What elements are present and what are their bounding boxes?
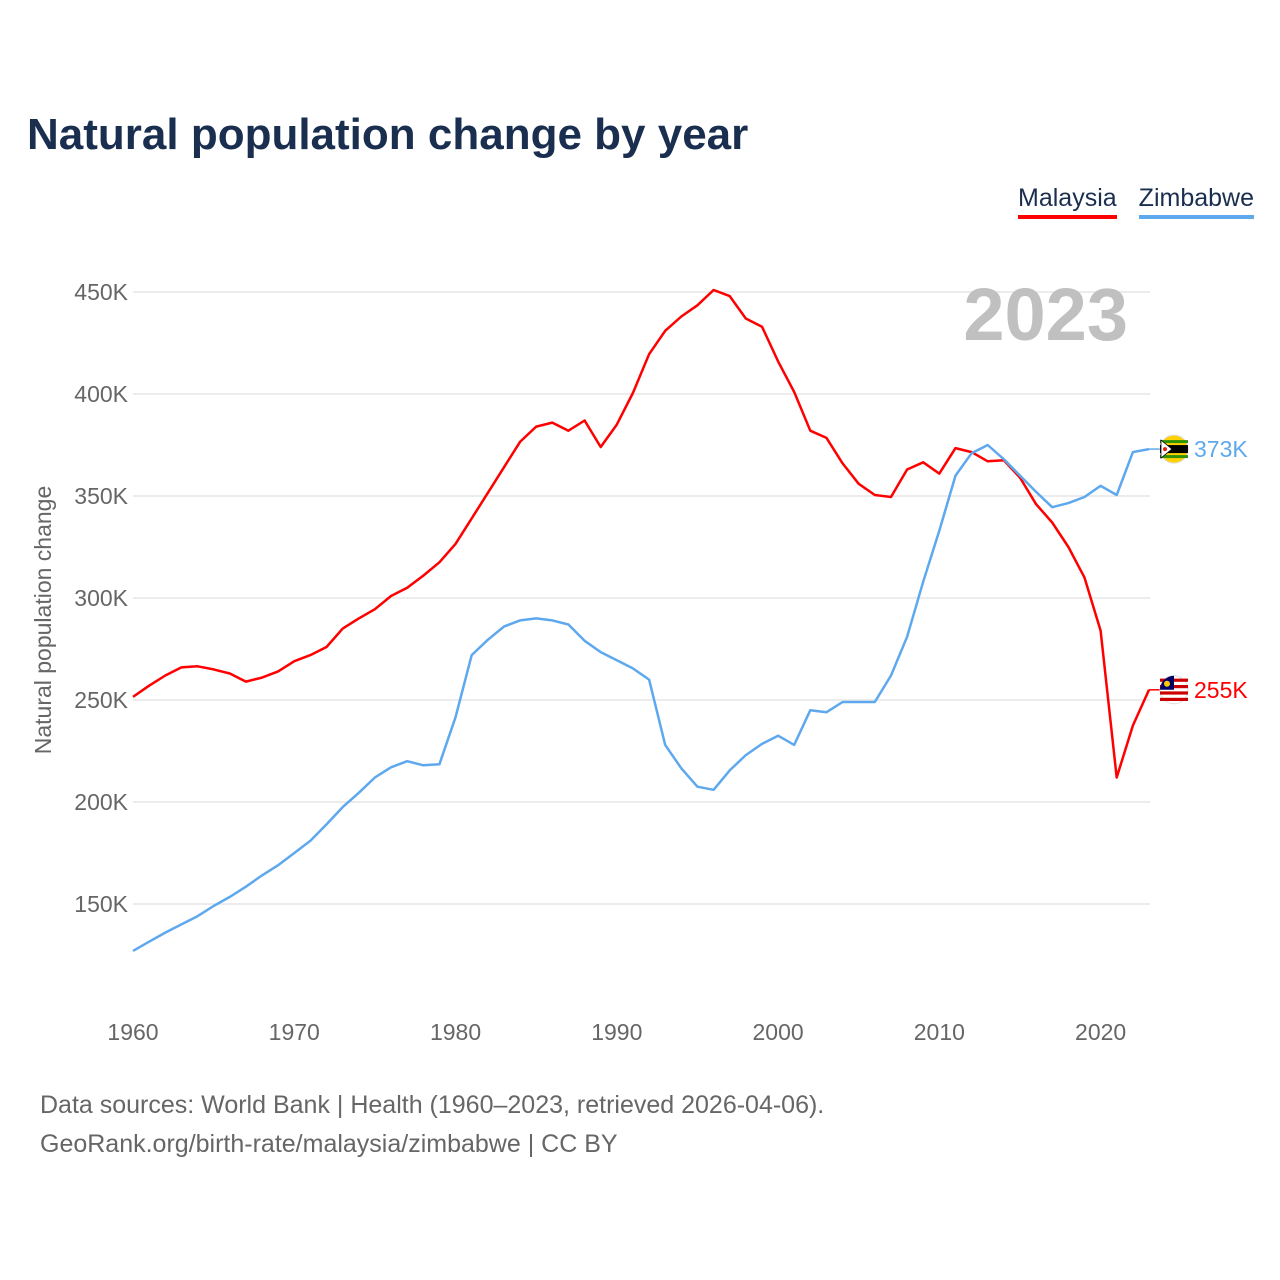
- y-tick-label: 450K: [74, 279, 128, 305]
- x-tick-label: 1990: [591, 1019, 642, 1045]
- y-tick-label: 350K: [74, 483, 128, 509]
- series-line-malaysia[interactable]: [132, 288, 1151, 779]
- x-tick-label: 1960: [107, 1019, 158, 1045]
- legend: Malaysia Zimbabwe: [1018, 184, 1254, 219]
- y-tick-label: 200K: [74, 789, 128, 815]
- footer: Data sources: World Bank | Health (1960–…: [40, 1086, 824, 1164]
- end-value-label: 255K: [1194, 677, 1248, 703]
- series-line-zimbabwe[interactable]: [132, 443, 1150, 952]
- x-tick-label: 2000: [752, 1019, 803, 1045]
- chart-title: Natural population change by year: [27, 110, 749, 159]
- x-tick-label: 2010: [914, 1019, 965, 1045]
- y-tick-label: 300K: [74, 585, 128, 611]
- legend-zimbabwe[interactable]: Zimbabwe: [1138, 184, 1254, 219]
- malaysia-flag-icon: [1159, 675, 1189, 705]
- x-tick-label: 1980: [430, 1019, 481, 1045]
- footer-sources: Data sources: World Bank | Health (1960–…: [40, 1091, 825, 1119]
- y-axis-label: Natural population change: [30, 486, 56, 755]
- footer-link[interactable]: GeoRank.org/birth-rate/malaysia/zimbabwe…: [40, 1130, 618, 1158]
- x-tick-label: 2020: [1075, 1019, 1126, 1045]
- y-tick-label: 400K: [74, 381, 128, 407]
- y-tick-label: 150K: [74, 891, 128, 917]
- legend-malaysia[interactable]: Malaysia: [1018, 184, 1117, 219]
- y-tick-label: 250K: [74, 687, 128, 713]
- end-value-label: 373K: [1194, 436, 1248, 462]
- year-badge: 2023: [963, 273, 1128, 356]
- zimbabwe-flag-icon: [1159, 434, 1189, 464]
- x-tick-label: 1970: [269, 1019, 320, 1045]
